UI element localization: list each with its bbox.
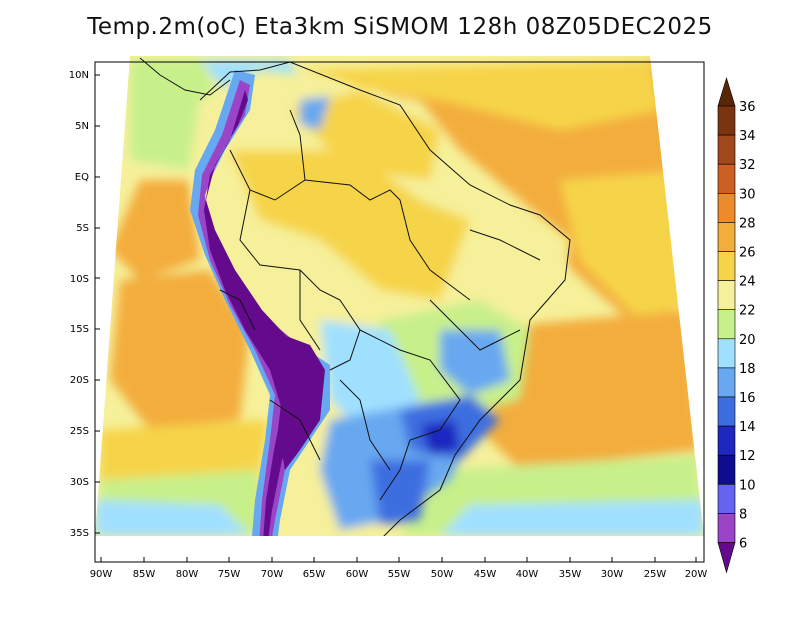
lon-label-70w: 70W [261, 569, 284, 580]
lon-label-90w: 90W [90, 569, 113, 580]
lon-label-55w: 55W [388, 569, 411, 580]
colorbar-label: 28 [739, 216, 756, 231]
colorbar-swatch [717, 193, 736, 223]
lat-label-eq: EQ [75, 172, 89, 183]
colorbar-bottom-arrow [717, 542, 736, 574]
colorbar-label: 8 [739, 507, 747, 522]
colorbar-label: 36 [739, 100, 756, 115]
colorbar-swatch [717, 367, 736, 398]
colorbar-swatch [717, 483, 736, 514]
colorbar-swatch [717, 105, 736, 136]
lon-label-60w: 60W [346, 569, 369, 580]
andes-cold-ridge [190, 70, 330, 536]
colorbar-label: 26 [739, 246, 756, 261]
colorbar-swatch [717, 425, 736, 456]
latitude-axis: 10N 5N EQ 5S 10S 15S 20S 25S 30S 35S [69, 70, 100, 539]
colorbar-swatch [717, 280, 736, 311]
colorbar-swatch [717, 222, 736, 252]
country-borders [199, 61, 571, 536]
colorbar-label: 30 [739, 187, 756, 202]
colorbar-swatch [717, 338, 736, 369]
lon-label-65w: 65W [303, 569, 326, 580]
lon-label-25w: 25W [644, 569, 667, 580]
colorbar-label: 32 [739, 158, 756, 173]
colorbar-label: 16 [739, 391, 756, 406]
colorbar-swatch [717, 251, 736, 281]
lat-label-10s: 10S [70, 274, 89, 285]
lon-label-85w: 85W [133, 569, 156, 580]
colorbar-swatch [717, 454, 736, 485]
colorbar-label: 24 [739, 275, 756, 290]
lon-label-20w: 20W [685, 569, 708, 580]
lat-label-5s: 5S [76, 223, 89, 234]
lon-label-50w: 50W [431, 569, 454, 580]
lat-label-20s: 20S [70, 375, 89, 386]
lon-label-45w: 45W [474, 569, 497, 580]
lat-label-30s: 30S [70, 477, 89, 488]
colorbar-label: 20 [739, 333, 756, 348]
lat-label-15s: 15S [70, 324, 89, 335]
lat-label-5n: 5N [75, 121, 89, 132]
lon-label-75w: 75W [218, 569, 241, 580]
lon-label-40w: 40W [516, 569, 539, 580]
map-field [95, 56, 704, 536]
colorbar-label: 18 [739, 362, 756, 377]
lon-label-30w: 30W [601, 569, 624, 580]
central-america-coast [139, 57, 231, 96]
map-title: Temp.2m(oC) Eta3km SiSMOM 128h 08Z05DEC2… [87, 14, 713, 40]
colorbar-swatch [717, 309, 736, 340]
colorbar-swatch [717, 513, 736, 543]
colorbar-label: 14 [739, 420, 756, 435]
colorbar-legend: 36 34 32 30 28 26 24 22 20 18 16 14 12 10 8 6 [717, 76, 756, 574]
lat-label-25s: 25S [70, 426, 89, 437]
longitude-axis: 90W 85W 80W 75W 70W 65W 60W 55W 50W 45W … [90, 557, 708, 580]
colorbar-label: 34 [739, 129, 756, 144]
lat-label-10n: 10N [69, 70, 89, 81]
lon-label-80w: 80W [176, 569, 199, 580]
colorbar-label: 12 [739, 449, 756, 464]
colorbar-label: 10 [739, 478, 756, 493]
lat-label-35s: 35S [70, 528, 89, 539]
colorbar-swatch [717, 163, 736, 194]
lon-label-35w: 35W [559, 569, 582, 580]
colorbar-swatch [717, 396, 736, 427]
colorbar-swatch [717, 134, 736, 165]
colorbar-label: 22 [739, 304, 756, 319]
colorbar-label: 6 [739, 537, 747, 552]
colorbar-top-arrow [717, 76, 736, 107]
